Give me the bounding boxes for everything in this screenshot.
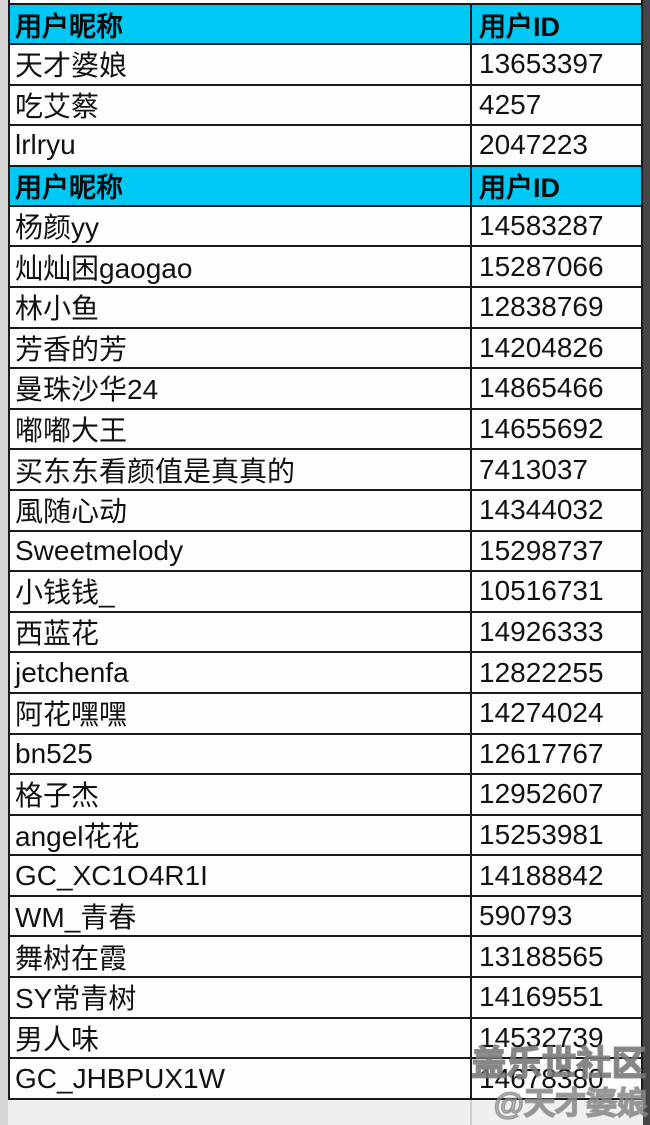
table-row: WM_青春 590793 <box>10 896 641 938</box>
user-id-cell: 12617767 <box>479 737 604 769</box>
nickname-cell: GC_JHBPUX1W <box>10 1059 472 1098</box>
user-id-cell: 7413037 <box>479 453 589 485</box>
table-row: 小钱钱_ 10516731 <box>10 572 641 613</box>
table-row: jetchenfa 12822255 <box>10 653 641 694</box>
user-id-cell: 12838769 <box>479 291 604 323</box>
user-id-cell: 12822255 <box>479 656 604 688</box>
nickname-cell: bn525 <box>10 734 472 774</box>
table-row: 芳香的芳 14204826 <box>10 328 641 370</box>
nickname-cell: 杨颜yy <box>10 206 472 246</box>
table-row: 灿灿困gaogao 15287066 <box>10 247 641 288</box>
header-nickname-label: 用户昵称 <box>10 5 472 43</box>
user-id-cell: 4257 <box>479 88 542 120</box>
header-user-id-label: 用户ID <box>479 11 560 42</box>
user-id-cell: 590793 <box>479 900 573 932</box>
user-id-cell: 14169551 <box>479 981 604 1013</box>
table-row: Sweetmelody 15298737 <box>10 531 641 573</box>
table-row: GC_JHBPUX1W 14678380 <box>10 1059 641 1100</box>
nickname-cell: Sweetmelody <box>10 531 472 571</box>
nickname-cell: 阿花嘿嘿 <box>10 693 472 733</box>
nickname-cell: lrlryu <box>10 126 472 165</box>
user-id-cell: 14583287 <box>479 210 604 242</box>
nickname-cell: 舞树在霞 <box>10 937 472 977</box>
nickname-cell: 芳香的芳 <box>10 328 472 368</box>
nickname-cell: SY常青树 <box>10 978 472 1017</box>
user-id-cell: 14655692 <box>479 413 604 445</box>
nickname-cell: 林小鱼 <box>10 287 472 327</box>
user-id-cell: 12952607 <box>479 778 604 810</box>
partial-row-top <box>10 0 641 5</box>
nickname-cell: 西蓝花 <box>10 612 472 652</box>
user-id-cell: 15298737 <box>479 534 604 566</box>
table-row: GC_XC1O4R1I 14188842 <box>10 856 641 897</box>
nickname-cell: 买东东看颜值是真真的 <box>10 450 472 489</box>
column-divider-faint <box>470 1100 472 1125</box>
nickname-cell: WM_青春 <box>10 896 472 936</box>
table-row: 阿花嘿嘿 14274024 <box>10 693 641 735</box>
nickname-cell: 吃艾蔡 <box>10 85 472 125</box>
nickname-cell: 格子杰 <box>10 775 472 814</box>
nickname-cell: 男人味 <box>10 1018 472 1058</box>
table-row: 天才婆娘 13653397 <box>10 45 641 86</box>
table-row: 曼珠沙华24 14865466 <box>10 369 641 410</box>
nickname-cell: 灿灿困gaogao <box>10 247 472 286</box>
nickname-cell: 風随心动 <box>10 490 472 530</box>
user-id-cell: 15287066 <box>479 250 604 282</box>
nickname-cell: 天才婆娘 <box>10 45 472 84</box>
table-row: 男人味 14532739 <box>10 1018 641 1060</box>
table-row: 西蓝花 14926333 <box>10 612 641 654</box>
user-id-cell: 14188842 <box>479 859 604 891</box>
watermark-username: @天才婆娘 <box>493 1085 649 1122</box>
table-row: 嘟嘟大王 14655692 <box>10 409 641 451</box>
nickname-cell: 小钱钱_ <box>10 572 472 611</box>
user-id-cell: 14678380 <box>479 1062 604 1094</box>
watermark-community: 盖乐世社区 <box>471 1044 647 1084</box>
user-id-cell: 13188565 <box>479 940 604 972</box>
user-id-cell: 10516731 <box>479 575 604 607</box>
header-row: 用户昵称 用户ID <box>10 5 641 45</box>
header-nickname-label: 用户昵称 <box>10 166 472 205</box>
nickname-cell: jetchenfa <box>10 653 472 692</box>
table-row: angel花花 15253981 <box>10 815 641 857</box>
table-row: 吃艾蔡 4257 <box>10 85 641 127</box>
user-id-cell: 15253981 <box>479 818 604 850</box>
user-id-cell: 2047223 <box>479 129 589 161</box>
user-id-cell: 14926333 <box>479 616 604 648</box>
table-row: bn525 12617767 <box>10 734 641 776</box>
table-row: 林小鱼 12838769 <box>10 287 641 329</box>
nickname-cell: GC_XC1O4R1I <box>10 856 472 895</box>
user-id-cell: 14865466 <box>479 372 604 404</box>
table-row: 杨颜yy 14583287 <box>10 206 641 248</box>
table-row: 买东东看颜值是真真的 7413037 <box>10 450 641 491</box>
table-row: SY常青树 14169551 <box>10 978 641 1019</box>
header-row: 用户昵称 用户ID <box>10 166 641 207</box>
user-id-cell: 13653397 <box>479 48 604 80</box>
empty-area-bottom <box>8 1100 643 1125</box>
table-row: 舞树在霞 13188565 <box>10 937 641 979</box>
user-id-cell: 14204826 <box>479 331 604 363</box>
table-row: lrlryu 2047223 <box>10 126 641 167</box>
user-id-cell: 14344032 <box>479 494 604 526</box>
user-table: 用户昵称 用户ID 天才婆娘 13653397 吃艾蔡 4257 lrlryu 2047223… <box>8 0 643 1100</box>
nickname-cell: angel花花 <box>10 815 472 855</box>
nickname-cell: 曼珠沙华24 <box>10 369 472 408</box>
user-id-cell: 14532739 <box>479 1021 604 1053</box>
nickname-cell: 嘟嘟大王 <box>10 409 472 449</box>
table-row: 風随心动 14344032 <box>10 490 641 532</box>
user-id-cell: 14274024 <box>479 697 604 729</box>
table-row: 格子杰 12952607 <box>10 775 641 816</box>
header-user-id-label: 用户ID <box>479 173 560 204</box>
screen-edge-strip <box>643 0 650 1125</box>
